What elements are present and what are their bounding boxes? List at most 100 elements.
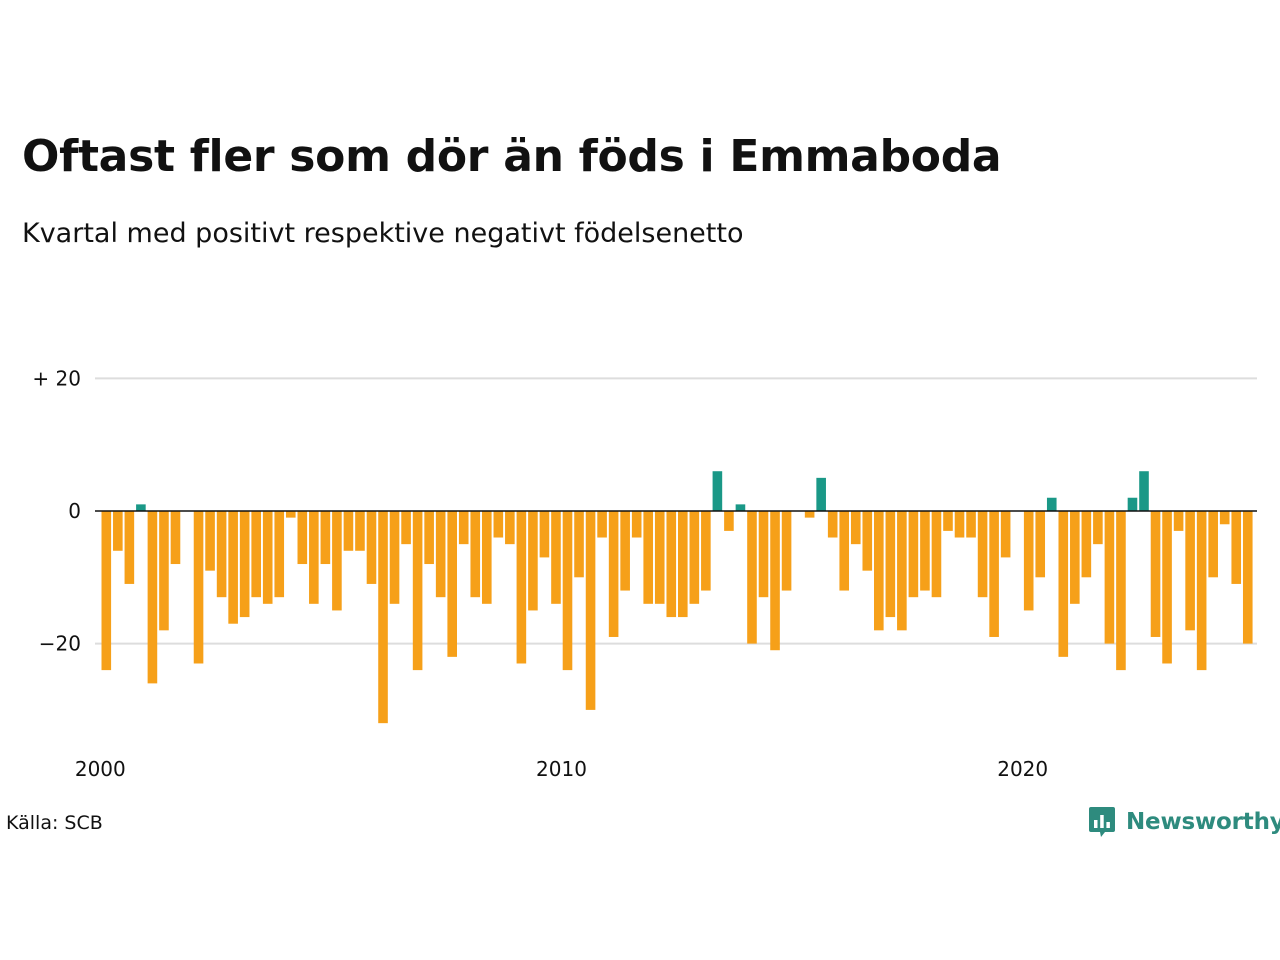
bar: 2007 K4: -5 [458, 511, 469, 545]
newsworthy-logo-icon [1089, 807, 1115, 837]
bar: 2021 K4: -20 [1104, 511, 1115, 644]
bar: 2005 K3: -6 [355, 511, 365, 551]
bar: 2013 K1: -12 [701, 511, 711, 591]
bar: 2016 K3: -9 [862, 511, 873, 571]
bar: 2011 K3: -4 [631, 511, 642, 538]
y-tick-label: −20 [39, 632, 81, 656]
bar: 2014 K2: -13 [758, 511, 769, 598]
bar: 2011 K1: -19 [608, 511, 619, 637]
bar: 2006 K4: -24 [412, 511, 423, 671]
x-tick-label: 2010 [536, 757, 587, 781]
bar: 2023 K3: -18 [1185, 511, 1195, 631]
bar: 2009 K2: -15 [528, 511, 538, 611]
bar: 2013 K2: 6 [712, 471, 723, 511]
bar: 2000 K3: -11 [124, 511, 135, 584]
bar: 2017 K4: -12 [920, 511, 930, 591]
bar: 2022 K1: -24 [1116, 511, 1126, 671]
bar: 2001 K3: -8 [170, 511, 181, 565]
bar: 2017 K3: -13 [908, 511, 919, 598]
bar: 2005 K1: -15 [332, 511, 342, 611]
bar: 2022 K4: -19 [1150, 511, 1161, 637]
bar: 2024 K1: -10 [1208, 511, 1218, 578]
bar: 2006 K1: -32 [378, 511, 388, 724]
bar: 2008 K3: -4 [493, 511, 504, 538]
bar: 2023 K1: -23 [1162, 511, 1172, 664]
bar: 2002 K1: -23 [193, 511, 204, 664]
source-note: Källa: SCB [6, 812, 103, 834]
bar: 2016 K4: -18 [874, 511, 884, 631]
bar: 2007 K3: -22 [447, 511, 457, 657]
bar: 2021 K2: -10 [1081, 511, 1092, 578]
bar: 2002 K2: -9 [205, 511, 215, 571]
bar: 2003 K2: -13 [251, 511, 261, 598]
x-tick-label: 2000 [75, 757, 126, 781]
bar: 2004 K2: -8 [297, 511, 308, 565]
bar: 2004 K4: -8 [320, 511, 331, 565]
bar: 2024 K3: -11 [1231, 511, 1242, 584]
chart-title: Oftast fler som dör än föds i Emmaboda [22, 131, 1002, 182]
bar: 2015 K4: -4 [827, 511, 838, 538]
bar: 2024 K4: -20 [1242, 511, 1253, 644]
bar: 2020 K4: -22 [1058, 511, 1069, 657]
bar: 2009 K1: -23 [516, 511, 527, 664]
bar: 2010 K1: -24 [562, 511, 573, 671]
bar: 2015 K2: -1 [804, 511, 815, 518]
bar: 2002 K3: -13 [216, 511, 227, 598]
x-tick-label: 2020 [997, 757, 1048, 781]
bar: 2024 K2: -2 [1219, 511, 1230, 525]
bar: 2001 K1: -26 [147, 511, 158, 684]
bar: 2003 K4: -13 [274, 511, 285, 598]
bar: 2006 K3: -5 [401, 511, 411, 545]
bar: 2007 K1: -8 [424, 511, 434, 565]
bar: 2016 K2: -5 [850, 511, 861, 545]
bar: 2018 K4: -4 [966, 511, 976, 538]
bar: 2018 K2: -3 [943, 511, 953, 531]
bar: 2016 K1: -12 [839, 511, 850, 591]
bar: 2009 K4: -14 [551, 511, 561, 604]
bar: 2010 K3: -30 [585, 511, 596, 710]
bar: 2006 K2: -14 [389, 511, 400, 604]
newsworthy-logo-text: Newsworthy [1126, 809, 1280, 835]
bar: 2017 K1: -16 [885, 511, 896, 618]
bar: 2022 K2: 2 [1127, 497, 1138, 511]
bar: 2000 K2: -6 [113, 511, 123, 551]
bar: 2023 K4: -24 [1196, 511, 1207, 671]
bar: 2021 K1: -14 [1070, 511, 1080, 604]
y-tick-label: 0 [68, 499, 81, 523]
bar: 2008 K4: -5 [505, 511, 515, 545]
y-axis-ticks: + 20 0 −20 [32, 366, 81, 655]
bar: 2015 K3: 5 [816, 477, 826, 511]
bar: 2020 K2: -10 [1035, 511, 1046, 578]
bar: 2011 K2: -12 [620, 511, 630, 591]
bar: 2022 K3: 6 [1139, 471, 1149, 511]
bar: 2010 K4: -4 [597, 511, 607, 538]
bar: 2005 K4: -11 [366, 511, 377, 584]
bar: 2019 K2: -19 [989, 511, 999, 637]
bar-chart: 2000 K1: -242000 K2: -62000 K3: -112000 … [32, 366, 1257, 781]
chart-subtitle: Kvartal med positivt respektive negativt… [22, 218, 744, 249]
bar: 2018 K1: -13 [931, 511, 942, 598]
bar: 2002 K4: -17 [228, 511, 238, 624]
bar: 2013 K3: -3 [724, 511, 734, 531]
bar: 2012 K3: -16 [678, 511, 688, 618]
bar: 2003 K3: -14 [262, 511, 273, 604]
bar: 2012 K4: -14 [689, 511, 700, 604]
bar: 2017 K2: -18 [897, 511, 907, 631]
bar: 2019 K3: -7 [1000, 511, 1011, 558]
bar: 2003 K1: -16 [239, 511, 250, 618]
y-tick-label: + 20 [32, 366, 81, 390]
bar: 2010 K2: -10 [574, 511, 584, 578]
bar: 2000 K1: -24 [101, 511, 112, 671]
bar: 2021 K3: -5 [1093, 511, 1103, 545]
bar: 2020 K1: -15 [1023, 511, 1034, 611]
bar: 2008 K1: -13 [470, 511, 481, 598]
bar: 2013 K4: 1 [735, 504, 746, 511]
bar: 2018 K3: -4 [954, 511, 965, 538]
bar: 2011 K4: -14 [643, 511, 654, 604]
bar: 2020 K3: 2 [1046, 497, 1057, 511]
bar: 2004 K3: -14 [309, 511, 319, 604]
bar: 2019 K1: -13 [977, 511, 988, 598]
bars: 2000 K1: -242000 K2: -62000 K3: -112000 … [101, 471, 1253, 724]
bar: 2014 K1: -20 [747, 511, 757, 644]
bar: 2023 K2: -3 [1173, 511, 1184, 531]
